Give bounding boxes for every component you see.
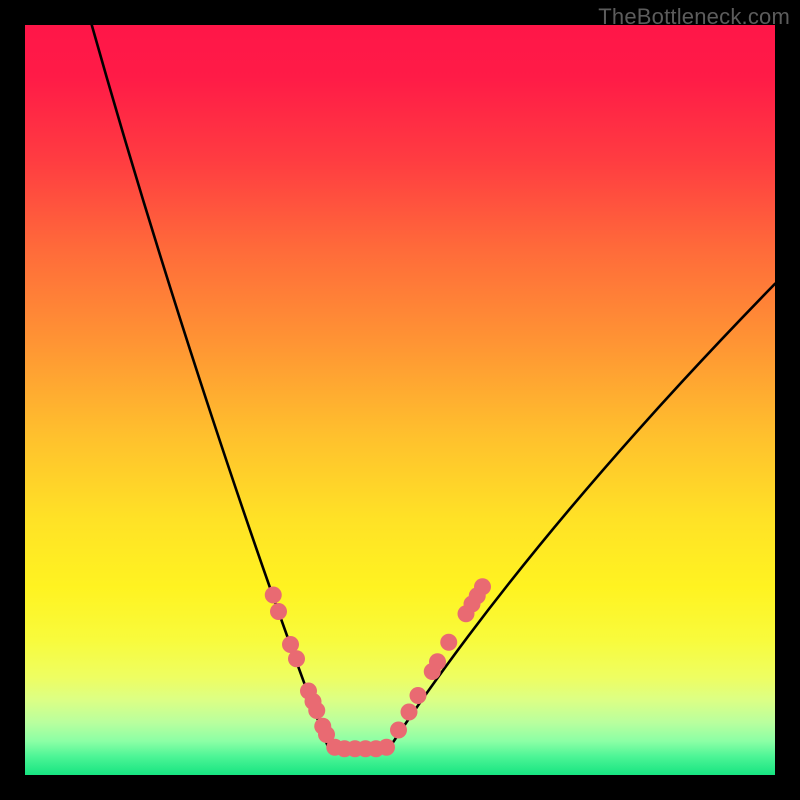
marker-left: [270, 603, 287, 620]
plot-background: [25, 25, 775, 775]
marker-right: [401, 704, 418, 721]
stage: TheBottleneck.com: [0, 0, 800, 800]
marker-left: [308, 702, 325, 719]
marker-right: [474, 578, 491, 595]
marker-right: [429, 653, 446, 670]
marker-right: [390, 722, 407, 739]
marker-left: [265, 587, 282, 604]
marker-right: [410, 687, 427, 704]
marker-bottom: [378, 739, 395, 756]
marker-left: [288, 650, 305, 667]
marker-right: [440, 634, 457, 651]
bottleneck-chart: [0, 0, 800, 800]
